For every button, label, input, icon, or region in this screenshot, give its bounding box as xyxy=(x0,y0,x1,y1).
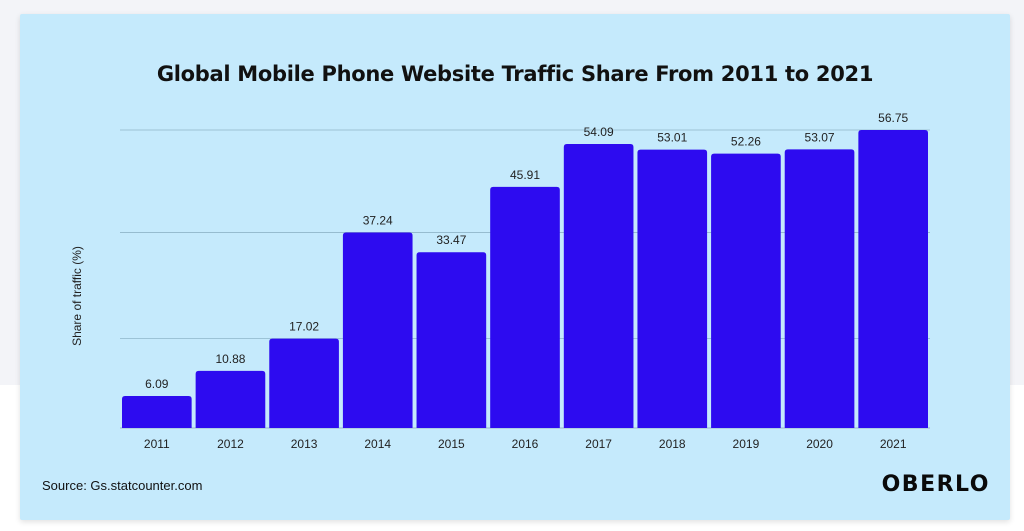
bar-2021 xyxy=(858,130,928,428)
bar-2016 xyxy=(490,186,560,428)
bar-2013 xyxy=(269,338,339,428)
x-tick-label-2013: 2013 xyxy=(291,437,318,451)
bar-2014 xyxy=(342,232,413,428)
bar-2012 xyxy=(195,370,266,428)
x-tick-label-2015: 2015 xyxy=(438,437,465,451)
bar-2015 xyxy=(416,252,487,428)
value-label-2017: 54.09 xyxy=(584,125,614,139)
x-tick-label-2018: 2018 xyxy=(659,437,686,451)
value-label-2014: 37.24 xyxy=(363,213,393,227)
bars xyxy=(122,130,928,429)
chart-card: Global Mobile Phone Website Traffic Shar… xyxy=(20,14,1010,520)
x-tick-label-2019: 2019 xyxy=(733,437,760,451)
value-label-2016: 45.91 xyxy=(510,168,540,182)
bar-2020 xyxy=(784,149,855,429)
value-label-2011: 6.09 xyxy=(145,377,169,391)
x-tick-label-2021: 2021 xyxy=(880,437,907,451)
bar-2018 xyxy=(637,149,708,429)
bar-2011 xyxy=(122,396,192,428)
chart-title: Global Mobile Phone Website Traffic Shar… xyxy=(156,62,874,86)
value-label-2012: 10.88 xyxy=(215,352,245,366)
value-label-2013: 17.02 xyxy=(289,320,319,334)
x-tick-label-2017: 2017 xyxy=(585,437,612,451)
x-tick-labels: 2011 2012 2013 2014 2015 2016 2017 2018 2019 2020… xyxy=(144,437,907,451)
value-labels: 6.09 10.88 17.02 37.24 33.47 45.91 54.09 53.01 5… xyxy=(145,111,908,391)
x-tick-label-2020: 2020 xyxy=(806,437,833,451)
x-tick-label-2011: 2011 xyxy=(144,437,170,451)
value-label-2020: 53.07 xyxy=(805,130,835,144)
x-tick-label-2012: 2012 xyxy=(217,437,244,451)
oberlo-logo: OBERLO xyxy=(881,472,990,497)
bar-2017 xyxy=(563,143,634,428)
source-note: Source: Gs.statcounter.com xyxy=(42,478,203,493)
bar-2019 xyxy=(711,153,781,428)
value-label-2019: 52.26 xyxy=(731,135,761,149)
value-label-2015: 33.47 xyxy=(436,233,466,247)
x-tick-label-2016: 2016 xyxy=(512,437,539,451)
value-label-2018: 53.01 xyxy=(657,131,687,145)
x-tick-label-2014: 2014 xyxy=(364,437,391,451)
value-label-2021: 56.75 xyxy=(878,111,908,125)
bar-chart-plot: 6.09 10.88 17.02 37.24 33.47 45.91 54.09 53.01 5… xyxy=(120,111,930,451)
